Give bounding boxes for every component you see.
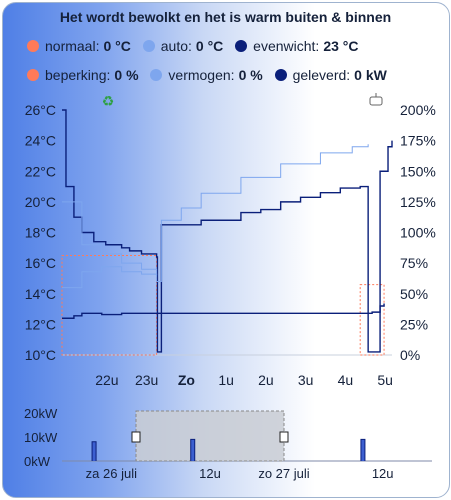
dot-icon bbox=[27, 69, 39, 81]
dot-icon bbox=[274, 69, 287, 81]
legend-item-beperking[interactable]: beperking: 0 % bbox=[27, 67, 139, 83]
dot-icon bbox=[150, 69, 163, 81]
dot-icon bbox=[235, 40, 248, 52]
dot-icon bbox=[27, 40, 39, 52]
legend-item-vermogen[interactable]: vermogen: 0 % bbox=[150, 67, 263, 83]
legend-item-normaal[interactable]: normaal: 0 °C bbox=[27, 38, 131, 54]
dot-icon bbox=[142, 40, 155, 52]
legend-item-auto[interactable]: auto: 0 °C bbox=[142, 38, 223, 54]
legend-item-evenwicht[interactable]: evenwicht: 23 °C bbox=[235, 38, 359, 54]
chart-title: Het wordt bewolkt en het is warm buiten … bbox=[59, 9, 392, 25]
legend-row-1: normaal: 0 °C auto: 0 °C evenwicht: 23 °C bbox=[27, 38, 367, 55]
legend-row-2: beperking: 0 % vermogen: 0 % geleverd: 0 kW bbox=[27, 67, 395, 84]
legend-item-geleverd[interactable]: geleverd: 0 kW bbox=[274, 67, 387, 83]
